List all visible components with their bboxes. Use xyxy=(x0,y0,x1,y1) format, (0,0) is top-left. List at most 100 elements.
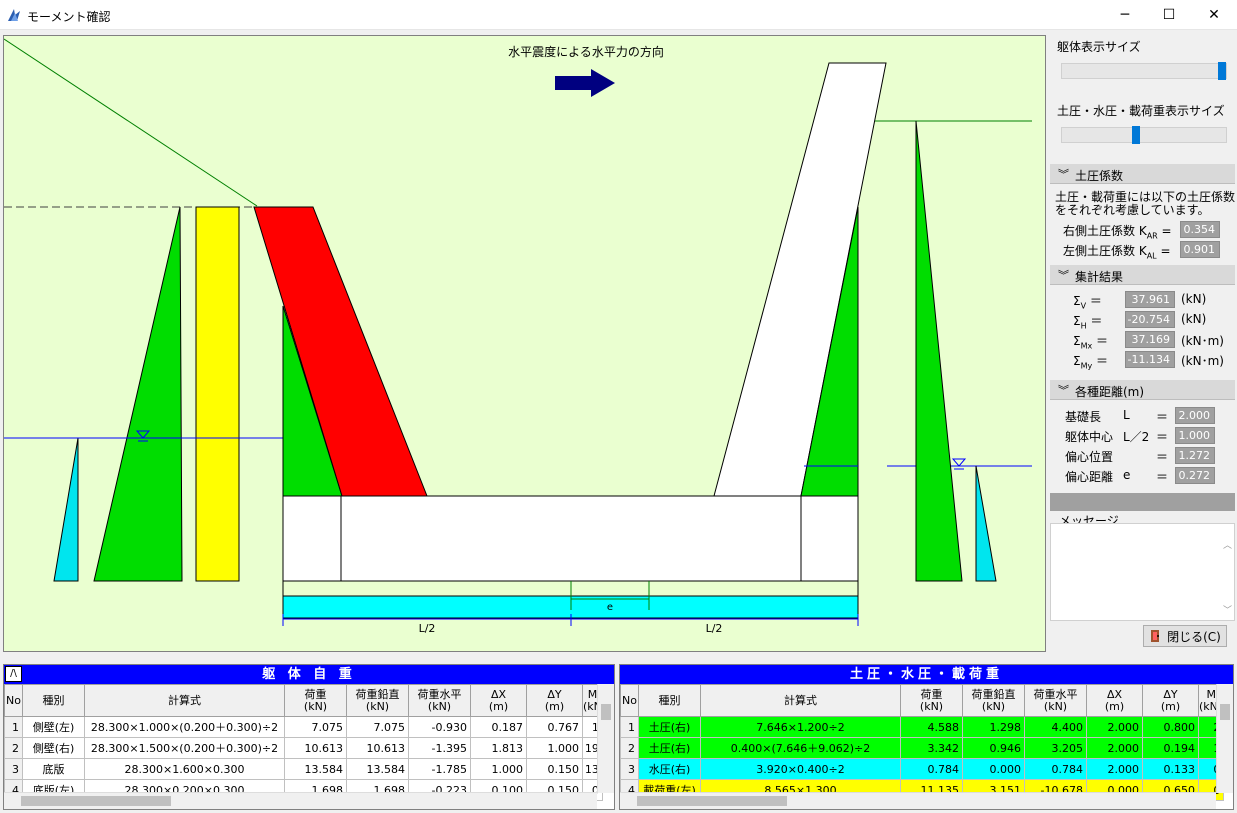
column-header[interactable]: 荷重鉛直 (kN) xyxy=(962,684,1025,717)
table-row[interactable]: 1 土圧(右) 7.646×1.200÷2 4.588 1.298 4.400 2.000 0… xyxy=(620,716,1225,738)
earth-water-vscroll[interactable] xyxy=(1216,684,1233,793)
window-title: モーメント確認 xyxy=(27,10,111,24)
collapse-toggle-button[interactable]: /\ xyxy=(5,666,22,682)
table-row[interactable]: 3 水圧(右) 3.920×0.400÷2 0.784 0.000 0.784 2.000 0… xyxy=(620,758,1225,780)
distance-eq: ＝ xyxy=(1156,470,1169,484)
table-cell: 1.298 xyxy=(962,716,1025,738)
body-size-thumb[interactable] xyxy=(1218,62,1226,80)
sidebar: 躯体表示サイズ 土圧・水圧・載荷重表示サイズ ︾ 土圧係数 土圧・載荷重には以下… xyxy=(1049,35,1235,652)
column-header[interactable]: ΔX (m) xyxy=(470,684,527,717)
e-label: e xyxy=(607,602,613,613)
sum-label: ΣH ＝ xyxy=(1073,314,1103,331)
chevron-down-icon: ︾ xyxy=(1058,269,1069,282)
body-weight-panel: 躯 体 自 重 /\ No 種別 計算式 荷重 (kN) 荷重鉛直 (kN) 荷重水平 (kN)… xyxy=(3,664,615,810)
close-button[interactable]: 閉じる(C) xyxy=(1143,625,1227,647)
column-header[interactable]: 計算式 xyxy=(84,684,285,717)
left-water-pressure xyxy=(53,437,79,582)
earth-desc-line2: をそれぞれ考慮しています。 xyxy=(1055,203,1210,217)
table-cell: 3 xyxy=(620,758,639,780)
table-row[interactable]: 2 土圧(右) 0.400×(7.646＋9.062)÷2 3.342 0.946 3.2… xyxy=(620,737,1225,759)
distance-header[interactable]: ︾ 各種距離(m) xyxy=(1050,380,1235,400)
column-header[interactable]: 荷重水平 (kN) xyxy=(1024,684,1087,717)
close-window-button[interactable]: ✕ xyxy=(1208,7,1220,23)
column-header[interactable]: 荷重 (kN) xyxy=(284,684,347,717)
column-header[interactable]: ΔY (m) xyxy=(1142,684,1199,717)
sum-value: 37.961 xyxy=(1125,291,1175,308)
distance-label: 躯体中心 xyxy=(1065,430,1114,444)
earth-water-hscroll[interactable] xyxy=(620,792,1216,809)
table-cell: -1.785 xyxy=(408,758,471,780)
distance-value: 0.272 xyxy=(1175,467,1215,484)
table-cell: 4.588 xyxy=(900,716,963,738)
column-header[interactable]: No xyxy=(4,684,23,717)
left-coef-label: 左側土圧係数 KAL = xyxy=(1063,244,1171,261)
table-cell: 水圧(右) xyxy=(638,758,701,780)
load-size-label: 土圧・水圧・載荷重表示サイズ xyxy=(1057,104,1225,118)
maximize-button[interactable]: ☐ xyxy=(1162,7,1176,23)
sum-label: ΣMx ＝ xyxy=(1073,334,1109,351)
right-water-pressure xyxy=(975,465,997,582)
body-size-slider[interactable] xyxy=(1061,62,1227,80)
sum-label: ΣMy ＝ xyxy=(1073,354,1109,371)
table-row[interactable]: 1 側壁(左) 28.300×1.000×(0.200＋0.300)÷2 7.075 7… xyxy=(4,716,603,738)
table-cell: -0.930 xyxy=(408,716,471,738)
table-row[interactable]: 2 側壁(右) 28.300×1.500×(0.200＋0.300)÷2 10.613… xyxy=(4,737,603,759)
column-header[interactable]: ΔX (m) xyxy=(1086,684,1143,717)
sum-unit: (kN) xyxy=(1181,292,1207,306)
distance-value: 2.000 xyxy=(1175,407,1215,424)
table-cell: 10.613 xyxy=(346,737,409,759)
body-weight-vscroll[interactable] xyxy=(597,684,614,793)
table-cell: 0.800 xyxy=(1142,716,1199,738)
table-row[interactable]: 3 底版 28.300×1.600×0.300 13.584 13.584 -1.785 1… xyxy=(4,758,603,780)
left-wall-earth xyxy=(253,206,428,497)
column-header[interactable]: 計算式 xyxy=(700,684,901,717)
right-coef-label: 右側土圧係数 KAR = xyxy=(1063,224,1172,241)
column-header[interactable]: 荷重鉛直 (kN) xyxy=(346,684,409,717)
message-box[interactable]: ︿ ﹀ xyxy=(1050,523,1235,621)
distance-eq: ＝ xyxy=(1156,410,1169,424)
earth-desc-line1: 土圧・載荷重には以下の土圧係数 xyxy=(1055,190,1236,204)
body-weight-table: No 種別 計算式 荷重 (kN) 荷重鉛直 (kN) 荷重水平 (kN) ΔX (m) ΔY (m) M… xyxy=(4,684,603,801)
table-cell: 0.784 xyxy=(1024,758,1087,780)
load-size-slider[interactable] xyxy=(1061,126,1227,144)
sum-value: 37.169 xyxy=(1125,331,1175,348)
body-weight-hscroll[interactable] xyxy=(4,792,597,809)
table-cell: 3.205 xyxy=(1024,737,1087,759)
load-size-thumb[interactable] xyxy=(1132,126,1140,144)
earth-coef-header[interactable]: ︾ 土圧係数 xyxy=(1050,164,1235,184)
table-cell: 土圧(右) xyxy=(638,716,701,738)
table-cell: 0.150 xyxy=(526,758,583,780)
distance-label: 偏心位置 xyxy=(1065,450,1114,464)
earth-water-table: No 種別 計算式 荷重 (kN) 荷重鉛直 (kN) 荷重水平 (kN) ΔX (m) ΔY (m) M… xyxy=(620,684,1225,801)
table-cell: 2.000 xyxy=(1086,758,1143,780)
table-cell: 28.300×1.000×(0.200＋0.300)÷2 xyxy=(84,716,285,738)
body-size-label: 躯体表示サイズ xyxy=(1057,40,1141,54)
table-cell: 3.920×0.400÷2 xyxy=(700,758,901,780)
table-cell: 1.000 xyxy=(526,737,583,759)
table-cell: 0.194 xyxy=(1142,737,1199,759)
table-cell: 0.946 xyxy=(962,737,1025,759)
distance-value: 1.272 xyxy=(1175,447,1215,464)
column-header[interactable]: 種別 xyxy=(22,684,85,717)
distance-value: 1.000 xyxy=(1175,427,1215,444)
table-cell: 2 xyxy=(4,737,23,759)
distance-label: 基礎長 xyxy=(1065,410,1102,424)
table-cell: 0.133 xyxy=(1142,758,1199,780)
sum-header[interactable]: ︾ 集計結果 xyxy=(1050,265,1235,285)
earth-water-panel: 土圧・水圧・載荷重 No 種別 計算式 荷重 (kN) 荷重鉛直 (kN) 荷重水平 (kN) Δ… xyxy=(619,664,1234,810)
minimize-button[interactable]: ─ xyxy=(1120,7,1130,23)
distance-eq: ＝ xyxy=(1156,430,1169,444)
column-header[interactable]: No xyxy=(620,684,639,717)
arrow-label: 水平震度による水平力の方向 xyxy=(508,44,664,59)
structure-diagram: 水平震度による水平力の方向 xyxy=(4,38,1032,635)
column-header[interactable]: 種別 xyxy=(638,684,701,717)
separator-bar xyxy=(1050,493,1235,511)
distance-symbol: L／2 xyxy=(1123,430,1150,444)
table-cell: 底版 xyxy=(22,758,85,780)
column-header[interactable]: 荷重 (kN) xyxy=(900,684,963,717)
table-cell: 土圧(右) xyxy=(638,737,701,759)
moment-drawing: 水平震度による水平力の方向 xyxy=(3,35,1046,652)
column-header[interactable]: 荷重水平 (kN) xyxy=(408,684,471,717)
column-header[interactable]: ΔY (m) xyxy=(526,684,583,717)
chevron-down-icon: ︾ xyxy=(1058,168,1069,181)
